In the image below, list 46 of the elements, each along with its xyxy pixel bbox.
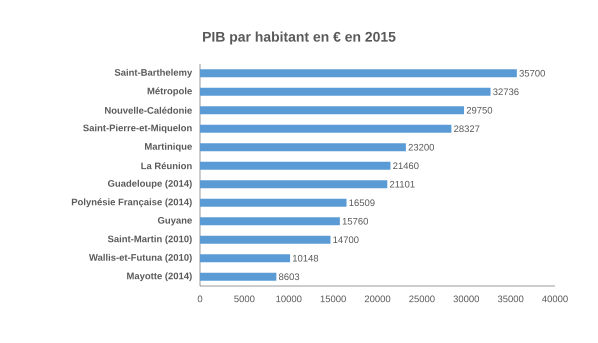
x-tick-label: 0 — [198, 296, 202, 302]
data-label: 15760 — [342, 218, 368, 225]
bar — [200, 198, 347, 207]
x-tick-label: 5000 — [234, 296, 255, 302]
bar — [200, 217, 340, 226]
x-tick-label: 15000 — [320, 296, 346, 302]
bar — [200, 236, 330, 244]
bar — [200, 69, 517, 78]
bar — [200, 180, 388, 188]
y-tick-label: Polynésie Française (2014) — [72, 198, 192, 208]
bar — [200, 124, 452, 133]
chart-title: PIB par habitant en € en 2015 — [203, 31, 396, 44]
data-label: 21460 — [393, 162, 419, 170]
y-tick-label: Wallis-et-Futuna (2010) — [89, 254, 192, 263]
bar — [200, 143, 406, 152]
x-tick-label: 20000 — [364, 296, 390, 302]
data-label: 16509 — [349, 199, 375, 206]
x-tick-label: 40000 — [542, 296, 568, 302]
data-label: 28327 — [454, 125, 480, 132]
y-tick-label: Guadeloupe (2014) — [108, 180, 192, 189]
x-tick-label: 35000 — [498, 296, 524, 302]
x-tick-label: 10000 — [276, 296, 302, 302]
y-tick-label: Métropole — [148, 87, 192, 96]
x-tick-label: 25000 — [409, 296, 435, 302]
data-label: 29750 — [466, 106, 492, 114]
data-label: 14700 — [333, 236, 359, 244]
bar — [200, 162, 390, 170]
bar — [200, 88, 491, 96]
y-tick-label: Saint-Barthelemy — [114, 68, 192, 78]
y-tick-label: La Réunion — [141, 162, 192, 170]
data-label: 10148 — [292, 254, 318, 262]
y-tick-label: Saint-Martin (2010) — [108, 235, 192, 244]
data-label: 32736 — [493, 88, 519, 96]
y-tick-label: Martinique — [145, 142, 192, 152]
data-label: 8603 — [278, 273, 300, 280]
y-tick-label: Mayotte (2014) — [127, 272, 192, 282]
x-tick-label: 30000 — [453, 296, 480, 302]
y-tick-label: Guyane — [158, 216, 192, 226]
y-tick-label: Nouvelle-Calédonie — [105, 106, 192, 114]
y-tick-label: Saint-Pierre-et-Miquelon — [83, 124, 192, 134]
bar — [200, 106, 464, 114]
bar — [200, 272, 276, 281]
data-label: 23200 — [408, 144, 434, 151]
data-label: 35700 — [519, 70, 545, 77]
bar — [200, 254, 290, 262]
data-label: 21101 — [390, 180, 415, 188]
